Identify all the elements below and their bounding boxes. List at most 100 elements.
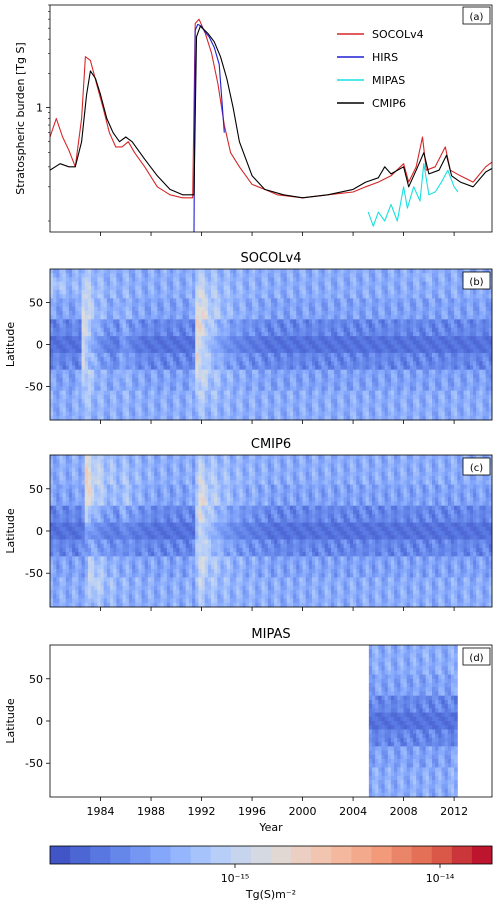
- heatmap-cell: [68, 315, 73, 320]
- heatmap-cell: [173, 306, 177, 312]
- heatmap-cell: [248, 289, 253, 295]
- heatmap-cell: [394, 323, 398, 329]
- heatmap-cell: [132, 336, 136, 341]
- heatmap-cell: [264, 386, 269, 392]
- heatmap-cell: [91, 315, 95, 320]
- heatmap-cell: [422, 319, 427, 325]
- heatmap-cell: [479, 269, 484, 274]
- heatmap-cell: [132, 306, 136, 312]
- heatmap-cell: [65, 344, 70, 350]
- heatmap-cell: [277, 407, 281, 413]
- heatmap-cell: [324, 390, 329, 396]
- heatmap-cell: [195, 390, 199, 396]
- heatmap-cell: [454, 273, 458, 278]
- heatmap-cell: [394, 336, 398, 341]
- heatmap-cell: [78, 407, 83, 413]
- heatmap-cell: [286, 327, 291, 333]
- heatmap-cell: [381, 289, 386, 295]
- heatmap-cell: [375, 302, 379, 308]
- heatmap-cell: [252, 323, 256, 329]
- heatmap-cell: [198, 394, 203, 400]
- heatmap-cell: [248, 369, 253, 375]
- heatmap-cell: [173, 327, 177, 333]
- heatmap-cell: [321, 340, 326, 345]
- heatmap-cell: [482, 323, 487, 329]
- heatmap-cell: [340, 298, 345, 304]
- heatmap-cell: [103, 331, 108, 337]
- heatmap-cell: [315, 340, 319, 345]
- heatmap-cell: [119, 386, 124, 392]
- heatmap-cell: [157, 315, 161, 320]
- heatmap-cell: [179, 285, 184, 291]
- heatmap-cell: [305, 310, 310, 316]
- heatmap-cell: [444, 390, 449, 396]
- heatmap-cell: [151, 269, 155, 274]
- heatmap-cell: [387, 319, 392, 325]
- heatmap-cell: [280, 340, 285, 345]
- heatmap-cell: [375, 390, 379, 396]
- heatmap-cell: [277, 348, 281, 354]
- heatmap-cell: [144, 407, 149, 413]
- heatmap-cell: [460, 365, 465, 371]
- heatmap-cell: [252, 411, 256, 417]
- heatmap-cell: [372, 340, 376, 345]
- heatmap-cell: [75, 348, 79, 354]
- heatmap-cell: [53, 327, 57, 333]
- heatmap-cell: [299, 294, 304, 299]
- heatmap-cell: [457, 336, 461, 341]
- heatmap-cell: [299, 323, 304, 329]
- heatmap-cell: [330, 323, 335, 329]
- heatmap-cell: [128, 411, 133, 417]
- heatmap-cell: [91, 331, 95, 337]
- heatmap-cell: [214, 269, 218, 274]
- heatmap-cell: [318, 411, 323, 417]
- heatmap-cell: [406, 386, 411, 392]
- heatmap-cell: [346, 331, 351, 337]
- heatmap-cell: [195, 378, 199, 383]
- heatmap-cell: [476, 331, 480, 337]
- heatmap-cell: [343, 336, 348, 341]
- heatmap-cell: [173, 319, 177, 325]
- heatmap-cell: [302, 399, 307, 404]
- heatmap-cell: [166, 323, 171, 329]
- heatmap-cell: [312, 390, 316, 396]
- heatmap-cell: [53, 361, 57, 366]
- heatmap-cell: [372, 369, 376, 375]
- heatmap-cell: [62, 340, 67, 345]
- heatmap-cell: [185, 369, 190, 375]
- heatmap-cell: [141, 390, 146, 396]
- heatmap-cell: [106, 399, 111, 404]
- heatmap-cell: [233, 327, 237, 333]
- heatmap-cell: [353, 378, 357, 383]
- heatmap-cell: [173, 386, 177, 392]
- heatmap-cell: [349, 310, 354, 316]
- heatmap-cell: [422, 394, 427, 400]
- heatmap-cell: [201, 386, 206, 392]
- heatmap-cell: [460, 340, 465, 345]
- heatmap-cell: [305, 399, 310, 404]
- heatmap-cell: [255, 277, 259, 283]
- heatmap-cell: [324, 344, 329, 350]
- heatmap-cell: [277, 302, 281, 308]
- heatmap-cell: [78, 315, 83, 320]
- heatmap-cell: [50, 327, 54, 333]
- heatmap-cell: [271, 361, 275, 366]
- heatmap-cell: [119, 298, 124, 304]
- heatmap-cell: [113, 415, 117, 421]
- heatmap-cell: [454, 369, 458, 375]
- heatmap-cell: [435, 382, 439, 387]
- heatmap-cell: [173, 369, 177, 375]
- heatmap-cell: [264, 315, 269, 320]
- heatmap-cell: [305, 269, 310, 274]
- heatmap-cell: [204, 344, 209, 350]
- heatmap-cell: [289, 331, 294, 337]
- heatmap-cell: [476, 315, 480, 320]
- heatmap-cell: [94, 315, 98, 320]
- heatmap-cell: [321, 386, 326, 392]
- heatmap-cell: [163, 390, 168, 396]
- heatmap-cell: [97, 411, 102, 417]
- heatmap-cell: [169, 315, 174, 320]
- heatmap-cell: [252, 386, 256, 392]
- heatmap-cell: [299, 415, 304, 421]
- heatmap-cell: [416, 369, 420, 375]
